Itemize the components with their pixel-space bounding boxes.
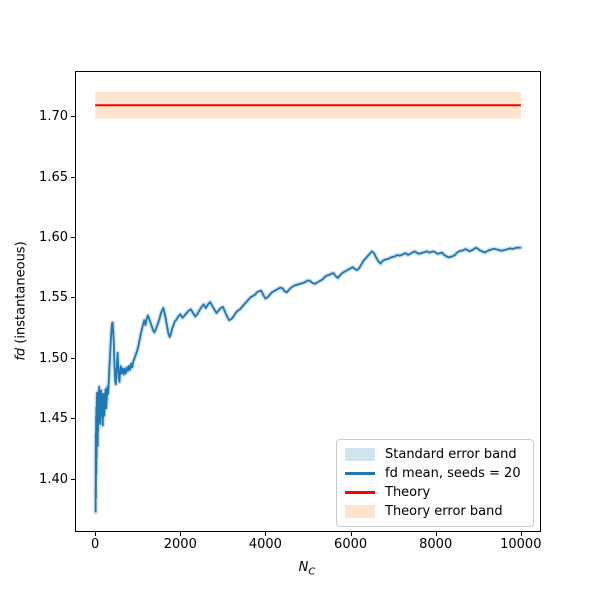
y-tick-mark	[71, 479, 75, 480]
y-tick-label: 1.70	[39, 109, 68, 124]
x-tick-mark	[95, 532, 96, 536]
y-tick-label: 1.55	[39, 290, 68, 305]
legend-swatch-theory-error-band	[345, 505, 375, 518]
legend-item-standard-error-band: Standard error band	[345, 445, 525, 464]
x-tick-mark	[436, 532, 437, 536]
line-swatch	[345, 472, 375, 475]
legend-label: fd mean, seeds = 20	[385, 465, 521, 481]
x-tick-label: 6000	[334, 537, 368, 552]
legend-swatch-fd-mean-seeds-20	[345, 467, 375, 480]
x-tick-mark	[521, 532, 522, 536]
y-tick-label: 1.65	[39, 170, 68, 185]
y-tick-label: 1.50	[39, 351, 68, 366]
legend-label: Theory	[385, 484, 431, 500]
line-swatch	[345, 491, 375, 494]
x-tick-label: 10000	[500, 537, 542, 552]
y-tick-mark	[71, 358, 75, 359]
y-tick-label: 1.60	[39, 230, 68, 245]
x-axis-label-math: N	[298, 560, 309, 575]
y-tick-mark	[71, 297, 75, 298]
x-tick-mark	[180, 532, 181, 536]
plot-area	[75, 71, 541, 532]
patch-swatch	[345, 505, 375, 518]
x-tick-mark	[265, 532, 266, 536]
y-tick-mark	[71, 418, 75, 419]
legend-swatch-theory	[345, 486, 375, 499]
y-tick-mark	[71, 177, 75, 178]
legend-item-theory-error-band: Theory error band	[345, 502, 525, 521]
legend-item-fd-mean-seeds-20: fd mean, seeds = 20	[345, 464, 525, 483]
plot-canvas	[93, 91, 524, 515]
y-tick-mark	[71, 116, 75, 117]
legend-item-theory: Theory	[345, 483, 525, 502]
y-tick-label: 1.40	[39, 472, 68, 487]
legend-swatch-standard-error-band	[345, 448, 375, 461]
legend-label: Standard error band	[385, 446, 517, 462]
legend-label: Theory error band	[385, 503, 503, 519]
x-tick-label: 4000	[248, 537, 282, 552]
x-tick-label: 2000	[163, 537, 197, 552]
x-axis-label: NC	[298, 560, 316, 578]
y-tick-label: 1.45	[39, 411, 68, 426]
legend: Standard error band fd mean, seeds = 20 Th…	[336, 439, 534, 527]
x-axis-label-subscript: C	[308, 566, 316, 578]
series-fd-mean-seeds-20	[94, 246, 521, 513]
patch-swatch	[345, 448, 375, 461]
x-tick-mark	[351, 532, 352, 536]
x-tick-label: 0	[91, 537, 100, 552]
x-tick-label: 8000	[419, 537, 453, 552]
y-tick-mark	[71, 237, 75, 238]
